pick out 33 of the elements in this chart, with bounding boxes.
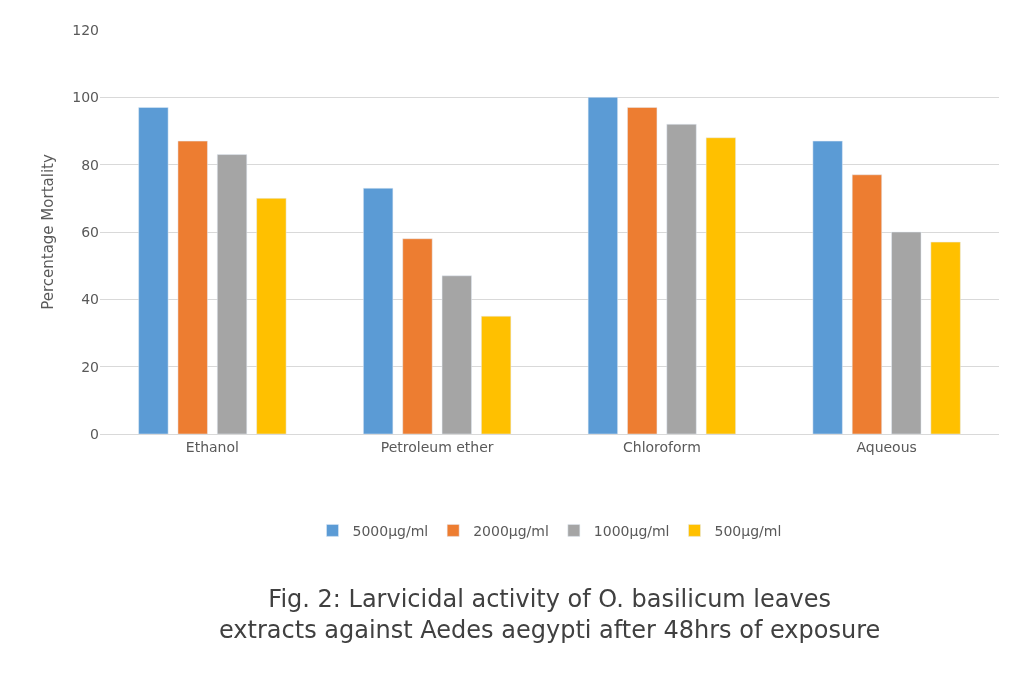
y-tick-label: 20 xyxy=(81,358,99,375)
bar xyxy=(217,154,248,434)
caption: Fig. 2: Larvicidal activity of O. basilicum leaves extracts against Aedes aegypti after 48hrs of exposure xyxy=(219,585,881,645)
bar xyxy=(402,238,433,434)
y-tick-label: 40 xyxy=(81,291,99,308)
bar xyxy=(177,140,208,434)
bar xyxy=(441,275,472,434)
legend-label: 5000µg/ml xyxy=(352,522,429,539)
x-tick-label: Ethanol xyxy=(185,438,239,455)
y-tick-label: 120 xyxy=(72,21,99,38)
bar xyxy=(587,97,618,434)
x-tick-label: Aqueous xyxy=(856,438,917,455)
bar xyxy=(138,107,169,434)
bar xyxy=(705,137,736,434)
y-tick-label: 0 xyxy=(90,425,99,442)
legend-label: 2000µg/ml xyxy=(473,522,549,539)
bar xyxy=(930,241,961,434)
y-tick-label: 80 xyxy=(81,156,99,173)
bar xyxy=(666,124,697,434)
bar xyxy=(812,140,843,434)
y-tick-label: 60 xyxy=(81,223,99,240)
x-tick-label: Chloroform xyxy=(623,438,701,455)
bar xyxy=(363,187,394,434)
bar xyxy=(891,231,922,434)
x-tick-label: Petroleum ether xyxy=(380,438,494,455)
bar xyxy=(256,198,287,434)
y-tick-label: 100 xyxy=(72,89,99,106)
bar xyxy=(627,107,658,434)
legend-label: 1000µg/ml xyxy=(593,522,670,539)
bar xyxy=(851,174,882,434)
legend-label: 500µg/ml xyxy=(714,522,782,539)
y-axis-title: Percentage Mortality xyxy=(38,154,57,310)
bar xyxy=(481,315,512,434)
